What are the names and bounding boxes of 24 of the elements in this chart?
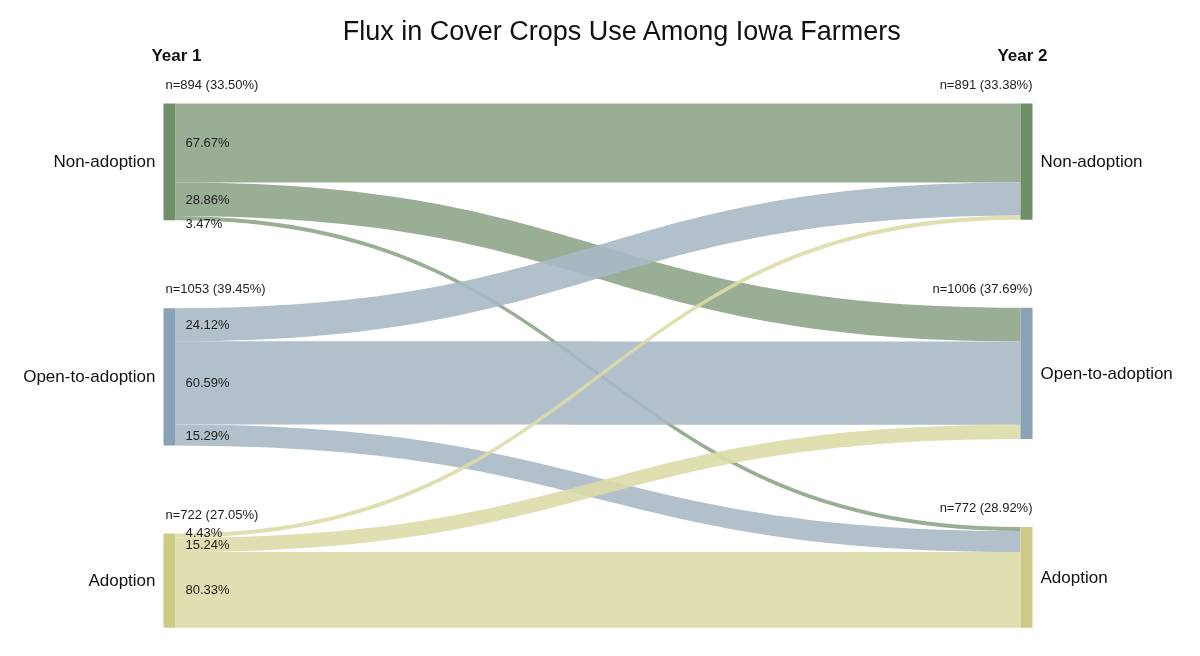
category-label: Non-adoption <box>1040 152 1143 172</box>
category-label: Year 1 <box>151 46 202 65</box>
data-label: 67.67% <box>185 135 231 151</box>
data-label: 15.29% <box>185 427 231 443</box>
data-label: 80.33% <box>185 582 231 598</box>
text: n=1006 (37.69%) <box>932 280 1033 296</box>
category-label: Open-to-adoption <box>1040 363 1173 383</box>
data-label: 24.12% <box>185 317 231 333</box>
data-label: 4.43% <box>185 524 223 540</box>
data-label: 15.24% <box>185 537 231 553</box>
category-label: Non-adoption <box>53 152 156 172</box>
data-label: 3.47% <box>185 216 223 232</box>
text: n=891 (33.38%) <box>939 76 1033 92</box>
category-label: Adoption <box>88 571 156 591</box>
text: Flux in Cover Crops Use Among Iowa Farmers <box>342 15 901 46</box>
data-label: n=894 (33.50%) <box>165 76 259 92</box>
category-label: Year 2 <box>997 46 1048 65</box>
data-label: n=722 (27.05%) <box>165 506 259 522</box>
data-label: n=1053 (39.45%) <box>165 281 266 297</box>
category-label: Open-to-adoption <box>23 367 156 387</box>
data-label: 28.86% <box>185 191 231 207</box>
data-label: 60.59% <box>185 375 231 391</box>
category-label: Adoption <box>1040 567 1108 587</box>
text: n=772 (28.92%) <box>939 500 1033 516</box>
